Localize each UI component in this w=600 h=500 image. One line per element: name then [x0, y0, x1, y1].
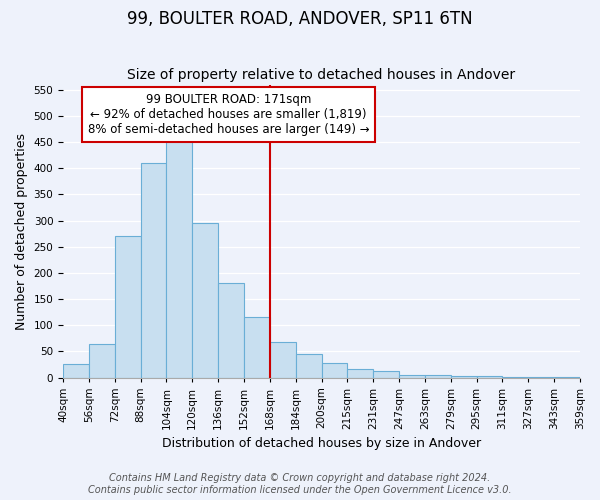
Text: 99, BOULTER ROAD, ANDOVER, SP11 6TN: 99, BOULTER ROAD, ANDOVER, SP11 6TN — [127, 10, 473, 28]
Bar — [166, 140, 192, 378]
Bar — [554, 377, 580, 378]
Bar — [476, 376, 502, 378]
Bar — [347, 368, 373, 378]
Bar — [399, 375, 425, 378]
Bar — [322, 364, 347, 378]
Bar — [296, 354, 322, 378]
Bar — [63, 364, 89, 378]
Y-axis label: Number of detached properties: Number of detached properties — [15, 132, 28, 330]
Bar — [89, 344, 115, 378]
Bar — [270, 342, 296, 378]
Bar — [451, 376, 476, 378]
Bar — [373, 371, 399, 378]
Bar — [244, 318, 270, 378]
Bar — [529, 377, 554, 378]
Title: Size of property relative to detached houses in Andover: Size of property relative to detached ho… — [127, 68, 515, 82]
X-axis label: Distribution of detached houses by size in Andover: Distribution of detached houses by size … — [162, 437, 481, 450]
Text: Contains HM Land Registry data © Crown copyright and database right 2024.
Contai: Contains HM Land Registry data © Crown c… — [88, 474, 512, 495]
Bar — [218, 284, 244, 378]
Bar — [425, 376, 451, 378]
Bar — [192, 223, 218, 378]
Text: 99 BOULTER ROAD: 171sqm
← 92% of detached houses are smaller (1,819)
8% of semi-: 99 BOULTER ROAD: 171sqm ← 92% of detache… — [88, 94, 369, 136]
Bar — [115, 236, 140, 378]
Bar — [502, 377, 529, 378]
Bar — [140, 163, 166, 378]
